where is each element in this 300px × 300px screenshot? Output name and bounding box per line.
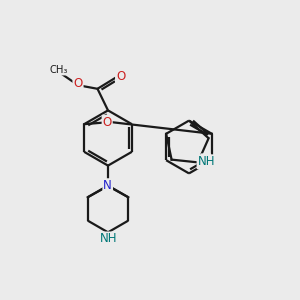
Text: O: O (103, 116, 112, 129)
Text: N: N (103, 179, 112, 192)
Text: CH₃: CH₃ (49, 64, 68, 75)
Text: NH: NH (100, 232, 117, 245)
Text: O: O (116, 70, 125, 83)
Text: N: N (202, 154, 210, 167)
Text: NH: NH (197, 155, 215, 168)
Text: O: O (74, 77, 82, 90)
